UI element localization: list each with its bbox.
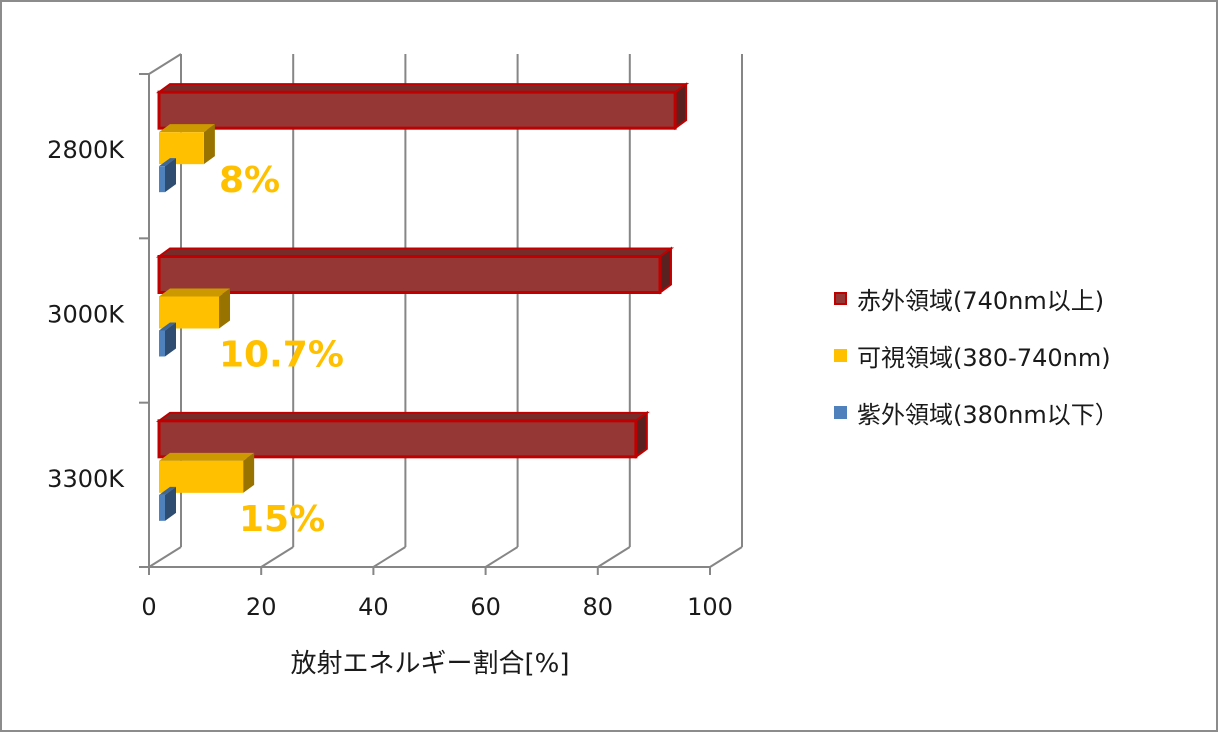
side-wall-top: [148, 53, 182, 75]
bar-top: [159, 158, 176, 167]
bar-front: [157, 419, 638, 459]
bar-front: [157, 255, 662, 294]
x-tick-label: 20: [246, 593, 277, 621]
bar-3000K-series-0: [155, 246, 675, 295]
data-label: 8%: [219, 160, 280, 201]
bar-side: [243, 452, 255, 493]
floor-gridline: [485, 546, 519, 568]
bar-3300K-series-1: [159, 452, 255, 493]
bar-top: [159, 486, 176, 495]
floor-gridline: [709, 546, 743, 568]
bar-side: [634, 410, 648, 459]
gridlines: [148, 54, 743, 568]
bar-side: [165, 486, 176, 521]
y-tick-label: 2800K: [47, 136, 125, 164]
legend-label-ultraviolet: 紫外領域(380nm以下）: [857, 401, 1119, 429]
bar-3300K-series-2: [159, 486, 176, 521]
legend-label-infrared: 赤外領域(740nm以上): [857, 287, 1105, 315]
x-tick-label: 80: [583, 593, 614, 621]
legend-item-infrared: 赤外領域(740nm以上): [834, 270, 1119, 327]
bar-side: [219, 288, 231, 329]
bar-top: [159, 452, 255, 461]
floor-gridline: [372, 546, 406, 568]
bar-2800K-series-0: [155, 82, 690, 131]
bar-3000K-series-1: [159, 288, 231, 329]
x-tick-label: 0: [141, 593, 156, 621]
y-tick-label: 3300K: [47, 465, 125, 493]
floor-gridline: [597, 546, 631, 568]
legend-item-ultraviolet: 紫外領域(380nm以下）: [834, 384, 1119, 441]
bar-side: [674, 82, 688, 131]
data-label: 15%: [239, 499, 325, 540]
legend-swatch-visible: [834, 349, 847, 362]
bar-top: [159, 322, 176, 331]
bar-3300K-series-0: [155, 410, 650, 459]
legend-item-visible: 可視領域(380-740nm): [834, 327, 1119, 384]
bar-side: [165, 322, 176, 357]
bar-3000K-series-2: [159, 322, 176, 357]
x-tick-label: 60: [470, 593, 501, 621]
bar-2800K-series-2: [159, 158, 176, 193]
legend-swatch-infrared: [834, 292, 847, 305]
x-tick-label: 100: [687, 593, 733, 621]
bar-top: [159, 124, 215, 133]
y-tick-label: 3000K: [47, 301, 125, 329]
x-tick-label: 40: [358, 593, 389, 621]
bar-side: [165, 158, 176, 193]
x-axis-title: 放射エネルギー割合[%]: [291, 649, 570, 679]
bar-front: [159, 494, 165, 521]
floor-gridline: [260, 546, 294, 568]
bar-2800K-series-1: [159, 124, 215, 165]
data-label: 10.7%: [219, 335, 344, 376]
bar-front: [159, 330, 165, 357]
bar-front: [157, 90, 677, 130]
bar-front: [159, 296, 220, 329]
bar-side: [658, 246, 672, 295]
legend: 赤外領域(740nm以上) 可視領域(380-740nm) 紫外領域(380nm…: [834, 270, 1119, 441]
floor-gridline: [148, 546, 182, 568]
bar-front: [159, 132, 204, 165]
bar-front: [159, 166, 165, 193]
bar-top: [159, 288, 231, 297]
legend-label-visible: 可視領域(380-740nm): [857, 344, 1111, 372]
legend-swatch-ultraviolet: [834, 406, 847, 419]
bar-side: [203, 124, 215, 165]
